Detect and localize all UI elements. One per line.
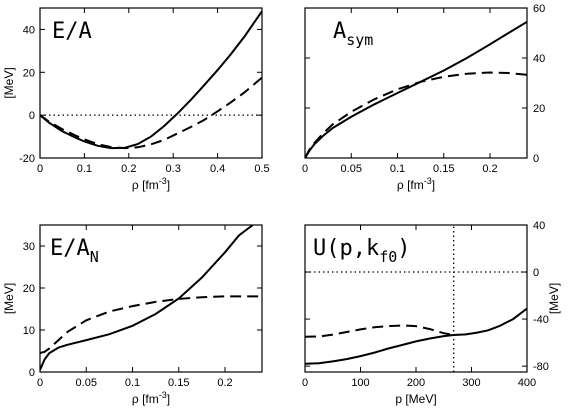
x-tick-label: 100 — [351, 377, 369, 389]
y-axis-label: [MeV] — [547, 283, 561, 314]
y-tick-label: 0 — [533, 267, 539, 279]
x-tick-label: 200 — [407, 377, 425, 389]
panel-single-particle-potential: 0 100 200 300 400 -80 -40 0 40 p [MeV] [MeV] U(p,kf… — [302, 220, 561, 406]
x-tick-label: 0.05 — [341, 163, 362, 175]
y-tick-label: 20 — [533, 103, 545, 115]
panel-title: U(p,kf0) — [313, 236, 411, 266]
y-tick-label: 20 — [23, 283, 35, 295]
y-tick-label: 30 — [23, 241, 35, 253]
x-tick-label: 0 — [37, 377, 43, 389]
y-tick-label: 40 — [533, 53, 545, 65]
y-tick-label: -40 — [533, 314, 549, 326]
x-tick-label: 400 — [518, 377, 536, 389]
y-tick-label: 0 — [29, 367, 35, 379]
x-tick-label: 0.2 — [217, 377, 232, 389]
x-axis-label: ρ [fm-3] — [397, 176, 435, 192]
series-dashed-line — [40, 295, 262, 355]
plot-frame — [39, 7, 263, 159]
x-tick-label: 0.15 — [168, 377, 189, 389]
x-tick-label: 300 — [462, 377, 480, 389]
y-tick-label: 40 — [533, 220, 545, 232]
y-tick-label: 0 — [533, 153, 539, 165]
series-dashed-line — [40, 76, 262, 150]
x-tick-label: 0.2 — [482, 163, 497, 175]
panel-neutron-matter-energy: 0 0.05 0.1 0.15 0.2 0 10 20 30 ρ [fm-3] [MeV] E/AN — [2, 224, 263, 406]
x-tick-label: 0.1 — [390, 163, 405, 175]
x-tick-label: 0.15 — [433, 163, 454, 175]
y-axis-label: [MeV] — [2, 67, 16, 98]
y-tick-label: -80 — [533, 361, 549, 373]
plot-frame — [39, 224, 263, 373]
x-tick-label: 0.5 — [254, 163, 269, 175]
series-dashed-line — [305, 71, 527, 158]
series-solid-line — [40, 10, 262, 150]
series-solid-line — [305, 307, 527, 365]
plot-frame — [304, 7, 528, 159]
panel-title: E/A — [52, 19, 92, 44]
x-tick-label: 0 — [302, 377, 308, 389]
x-axis-label: ρ [fm-3] — [132, 176, 170, 192]
y-tick-label: 0 — [29, 110, 35, 122]
x-tick-label: 0.4 — [210, 163, 225, 175]
panel-title: E/AN — [50, 236, 99, 266]
y-tick-label: 40 — [23, 24, 35, 36]
x-tick-label: 0.05 — [76, 377, 97, 389]
y-tick-label: 20 — [23, 67, 35, 79]
x-tick-label: 0.1 — [125, 377, 140, 389]
series-solid-line — [40, 225, 254, 371]
y-tick-label: 10 — [23, 325, 35, 337]
x-tick-label: 0.2 — [121, 163, 136, 175]
y-tick-label: 60 — [533, 3, 545, 15]
x-axis-label: p [MeV] — [395, 392, 436, 406]
y-axis-label: [MeV] — [2, 283, 16, 314]
panel-title: Asym — [333, 19, 373, 49]
x-tick-label: 0 — [302, 163, 308, 175]
x-tick-label: 0.1 — [77, 163, 92, 175]
panel-symmetry-energy: 0 0.05 0.1 0.15 0.2 0 20 40 60 ρ [fm-3] Asym — [302, 3, 545, 192]
y-tick-label: -20 — [19, 153, 35, 165]
x-tick-label: 0 — [37, 163, 43, 175]
x-axis-label: ρ [fm-3] — [132, 390, 170, 406]
series-solid-line — [305, 20, 527, 158]
x-tick-label: 0.3 — [166, 163, 181, 175]
series-dashed-line — [305, 324, 454, 338]
